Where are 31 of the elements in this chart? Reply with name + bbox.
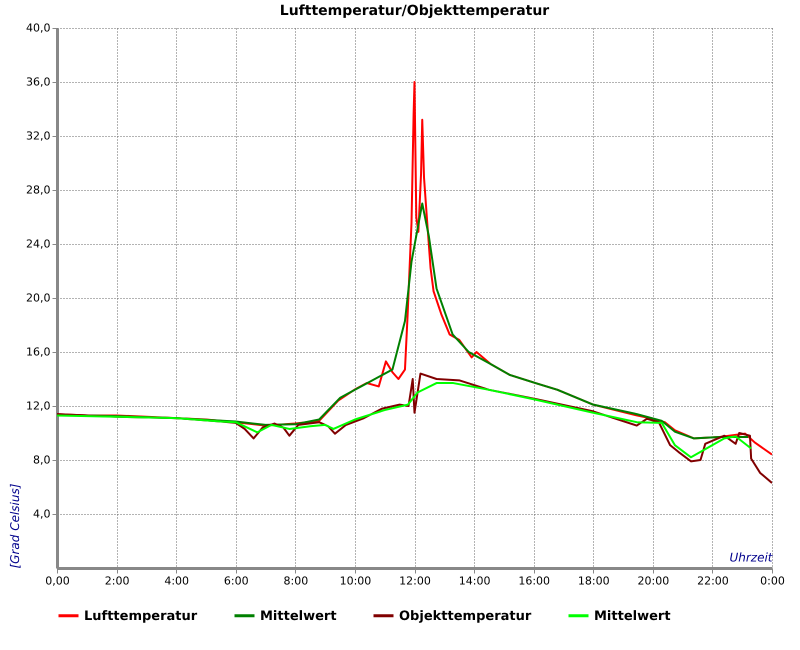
x-tick-label: 0,00 (45, 574, 70, 588)
x-tick-label: 0:00 (760, 574, 785, 588)
x-tick-label: 14:00 (458, 574, 490, 588)
x-tick-label: 2:00 (104, 574, 130, 588)
y-tick-label: 4,0 (33, 508, 50, 520)
legend-label: Mittelwert (260, 608, 337, 624)
legend-label: Lufttemperatur (84, 608, 198, 624)
legend-label: Objekttemperatur (399, 608, 532, 624)
x-tick-label: 12:00 (399, 574, 431, 588)
x-tick-label: 22:00 (697, 574, 729, 588)
x-tick-label: 6:00 (224, 574, 249, 588)
y-tick-label: 8,0 (33, 454, 50, 466)
line-series (57, 382, 752, 458)
y-axis-title: [Grad Celsius] (8, 483, 22, 568)
y-tick-label: 12,0 (26, 400, 50, 412)
chart-title: Lufttemperatur/Objekttemperatur (280, 3, 550, 19)
y-tick-label: 24,0 (26, 238, 50, 250)
y-tick-label: 28,0 (26, 184, 50, 196)
y-tick-label: 20,0 (26, 292, 50, 304)
y-tick-label: 16,0 (26, 346, 50, 358)
y-tick-label: 32,0 (26, 130, 50, 142)
y-tick-label: 36,0 (26, 76, 50, 88)
y-tick-label: 40,0 (26, 22, 50, 34)
x-tick-label: 10:00 (340, 574, 372, 588)
x-tick-label: 20:00 (637, 574, 670, 588)
x-tick-label: 8:00 (283, 574, 308, 588)
x-axis-title: Uhrzeit (729, 550, 774, 564)
legend-label: Mittelwert (594, 608, 671, 624)
x-tick-label: 4:00 (164, 574, 190, 588)
x-tick-label: 18:00 (578, 574, 610, 588)
x-tick-label: 16:00 (518, 574, 550, 588)
